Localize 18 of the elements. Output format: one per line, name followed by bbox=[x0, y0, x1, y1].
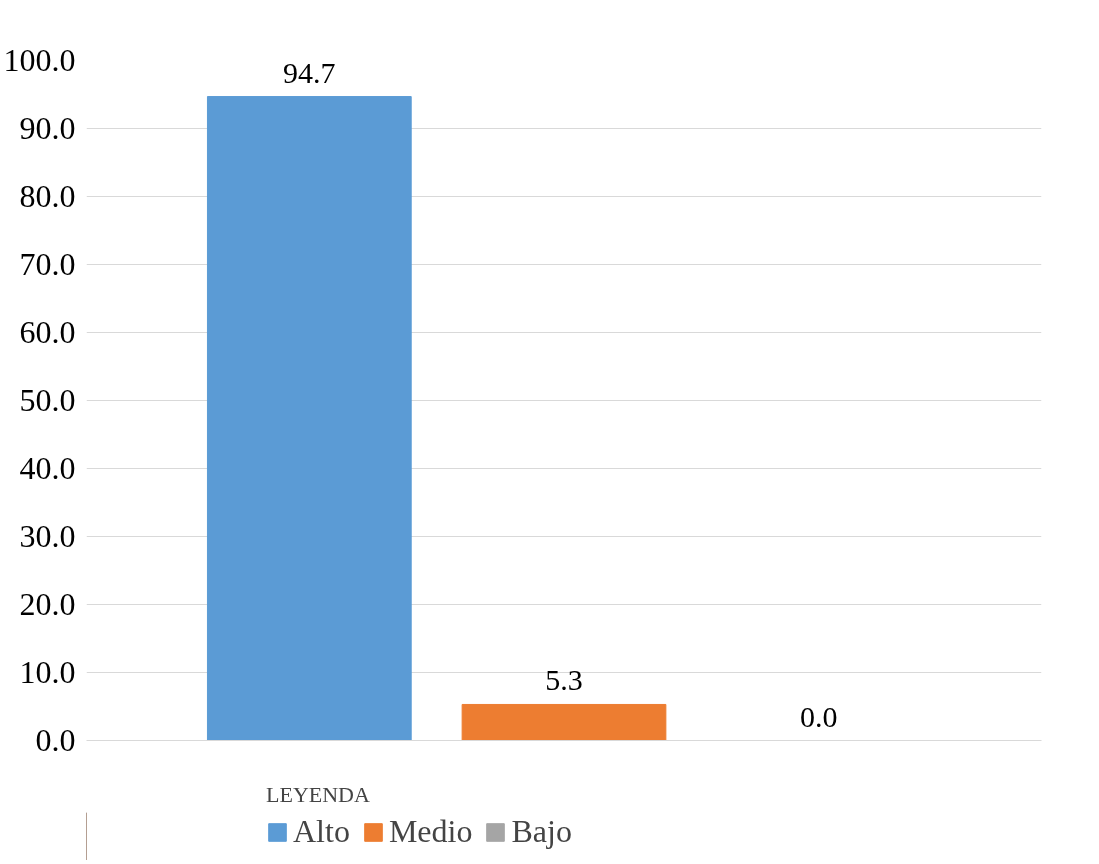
y-tick-label: 60.0 bbox=[19, 314, 76, 350]
y-tick-label: 90.0 bbox=[19, 110, 76, 146]
y-tick-label: 0.0 bbox=[35, 722, 76, 758]
y-tick-label: 20.0 bbox=[19, 586, 76, 622]
y-tick-label: 10.0 bbox=[19, 654, 76, 690]
y-tick-label: 80.0 bbox=[19, 178, 76, 214]
y-tick-label: 70.0 bbox=[19, 246, 76, 282]
data-label: 94.7 bbox=[283, 55, 336, 89]
y-tick-label: 100.0 bbox=[3, 42, 76, 78]
legend-label: Medio bbox=[388, 813, 473, 850]
y-tick-label: 40.0 bbox=[19, 450, 76, 486]
y-tick-label: 30.0 bbox=[19, 518, 76, 554]
legend-title: LEYENDA bbox=[266, 782, 371, 808]
y-tick-label: 50.0 bbox=[19, 382, 76, 418]
data-label: 5.3 bbox=[545, 663, 583, 697]
data-label: 0.0 bbox=[799, 699, 838, 733]
legend-label: Alto bbox=[293, 813, 350, 850]
legend-label: Bajo bbox=[511, 813, 572, 850]
